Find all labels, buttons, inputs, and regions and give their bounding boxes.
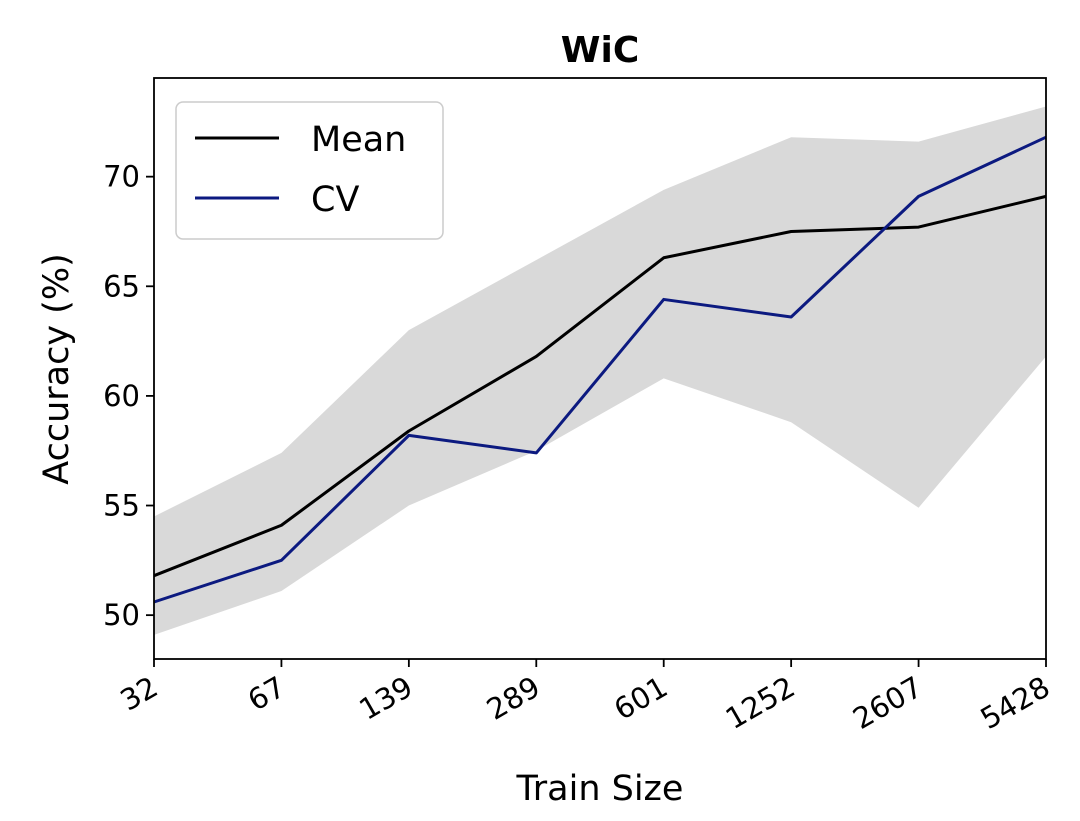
- y-tick-label-55: 55: [103, 489, 140, 523]
- plot-area: [153, 106, 1047, 635]
- y-tick-label-50: 50: [103, 598, 140, 632]
- y-tick-label-65: 65: [103, 269, 140, 303]
- chart-title: WiC: [561, 30, 639, 71]
- series-line-mean: [153, 194, 1047, 578]
- x-axis-label: Train Size: [516, 769, 684, 809]
- y-axis-label: Accuracy (%): [37, 253, 77, 484]
- legend-label-cv: CV: [311, 180, 359, 220]
- confidence-band: [154, 106, 1046, 635]
- legend-frame: [175, 101, 444, 240]
- y-tick-label-70: 70: [103, 160, 140, 194]
- legend: Mean CV: [175, 101, 444, 240]
- axes-frame: [153, 77, 1047, 660]
- y-tick-label-60: 60: [103, 379, 140, 413]
- series-line-cv: [153, 135, 1047, 604]
- legend-label-mean: Mean: [311, 120, 406, 160]
